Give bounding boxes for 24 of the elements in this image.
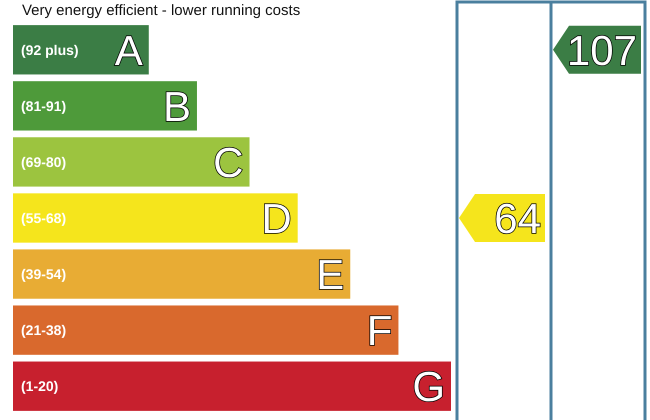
text: 64 xyxy=(494,195,541,242)
text: 107 xyxy=(566,26,637,74)
bar xyxy=(13,137,250,187)
annotation: A xyxy=(114,26,143,74)
bar xyxy=(13,193,298,243)
bar xyxy=(13,81,197,131)
annotation: C xyxy=(213,138,244,186)
annotation: E xyxy=(316,251,344,298)
annotation: D xyxy=(261,195,292,242)
chart-title: Very energy efficient - lower running costs xyxy=(22,2,300,19)
y-tick-label: (39-54) xyxy=(21,266,66,282)
y-tick-label: (55-68) xyxy=(21,210,66,226)
bar xyxy=(13,305,398,355)
bar xyxy=(13,25,149,74)
y-tick-label: (92 plus) xyxy=(21,42,79,58)
annotation: F xyxy=(366,307,392,354)
bar xyxy=(13,249,350,299)
bar xyxy=(13,362,451,411)
y-tick-label: (69-80) xyxy=(21,154,66,170)
y-tick-label: (21-38) xyxy=(21,322,66,338)
annotation: G xyxy=(412,363,445,410)
annotation: B xyxy=(162,82,191,130)
y-tick-label: (81-91) xyxy=(21,98,66,114)
y-tick-label: (1-20) xyxy=(21,378,58,394)
